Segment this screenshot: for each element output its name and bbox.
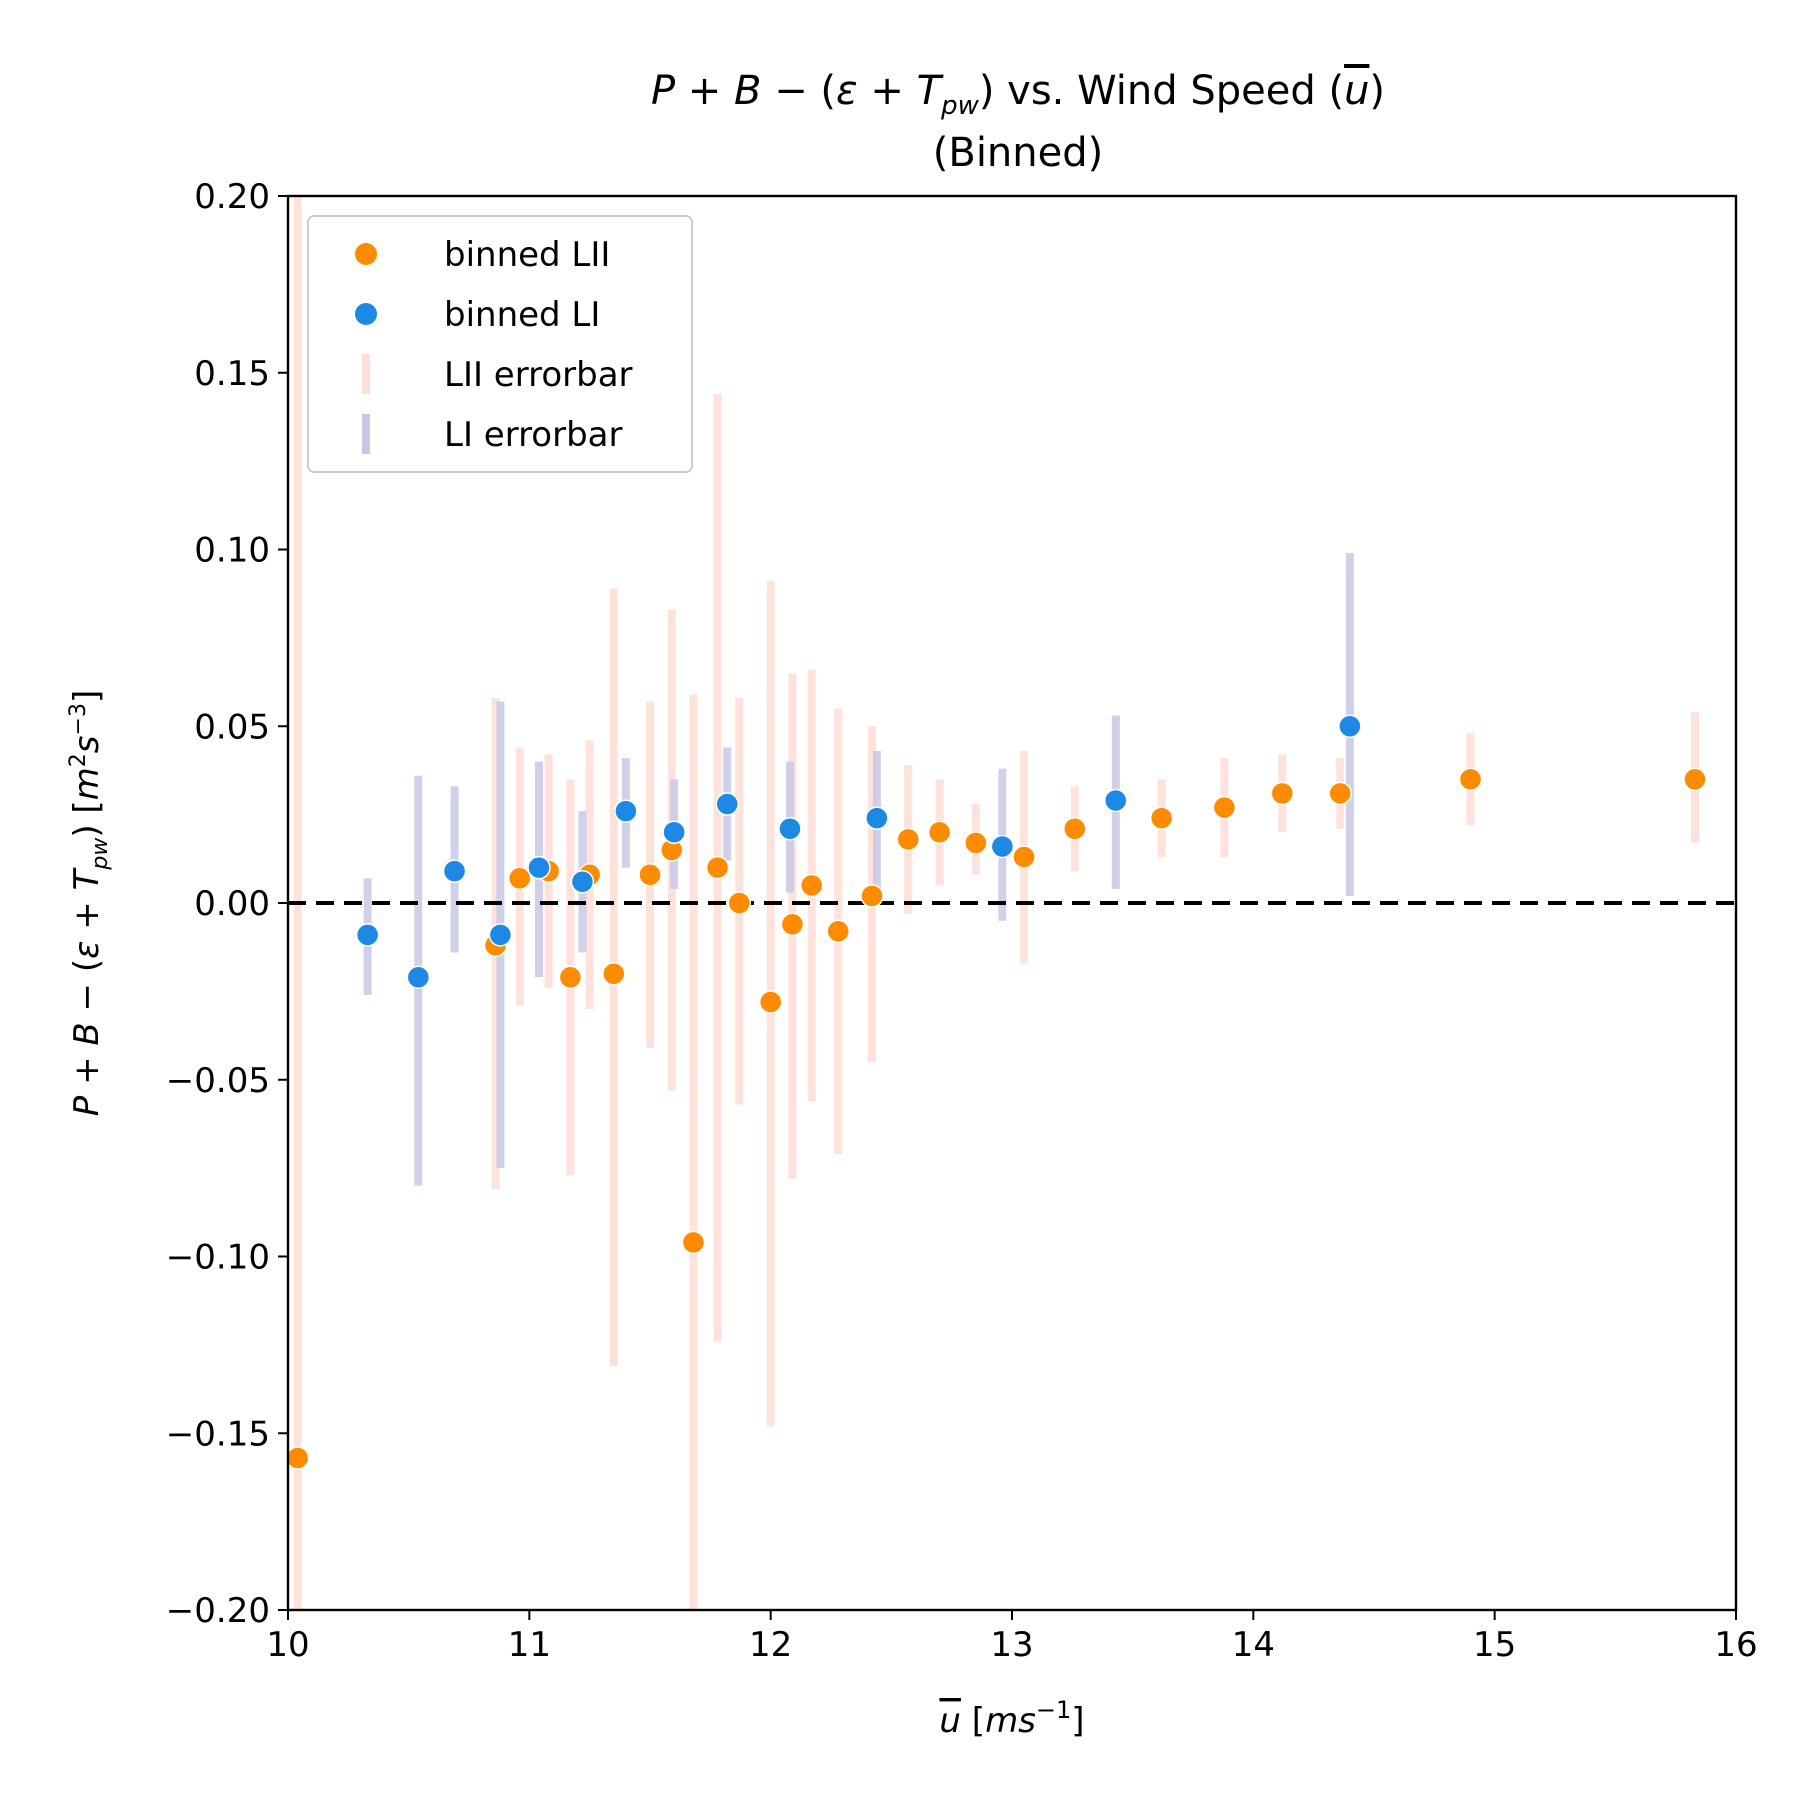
lii-errorbar-9: [689, 694, 698, 1610]
li-point-8: [715, 792, 739, 816]
lii-point-27: [1683, 767, 1707, 792]
y-tick-label: −0.20: [166, 1591, 270, 1631]
lii-point-10: [705, 855, 730, 880]
chart-title-main: P + B − (ε + Tpw) vs. Wind Speed (u): [651, 68, 1385, 121]
x-tick-label: 10: [266, 1625, 309, 1665]
li-point-11: [990, 834, 1015, 859]
li-point-3: [488, 923, 513, 947]
legend: binned LII binned LI LII errorbar LI err…: [307, 215, 693, 473]
lii-point-13: [780, 912, 805, 936]
lii-point-0: [285, 1446, 310, 1470]
li-point-9: [778, 817, 802, 841]
lii-point-19: [964, 831, 988, 855]
x-tick-label: 11: [508, 1625, 551, 1665]
li-point-12: [1104, 788, 1128, 813]
lii-point-18: [927, 820, 952, 845]
x-tick-label: 15: [1473, 1625, 1516, 1665]
legend-box: [307, 215, 693, 473]
lii-point-2: [507, 866, 532, 891]
li-point-5: [570, 870, 595, 894]
y-tick-label: 0.00: [194, 884, 270, 924]
legend-marker-binned-li: [355, 303, 377, 325]
lii-point-12: [758, 990, 783, 1014]
lii-point-21: [1062, 817, 1087, 841]
li-point-2: [442, 859, 467, 883]
legend-label-lii-errorbar: LII errorbar: [444, 355, 633, 395]
li-point-4: [527, 855, 551, 880]
lii-point-23: [1212, 795, 1237, 820]
y-tick-label: −0.05: [166, 1061, 270, 1101]
lii-point-7: [638, 862, 662, 887]
lii-point-26: [1458, 767, 1483, 792]
x-tick-label: 13: [990, 1625, 1033, 1665]
lii-point-4: [558, 965, 583, 989]
chart-subtitle: (Binned): [933, 130, 1103, 176]
lii-point-15: [826, 919, 850, 944]
li-points: [355, 714, 1362, 989]
legend-marker-li-errorbar: [362, 414, 370, 454]
y-axis-ticks: −0.20 −0.15 −0.10 −0.05 0.00 0.05 0.10 0.15 0.20: [166, 177, 288, 1631]
x-axis-label: u [ms−1]: [939, 1696, 1084, 1741]
lii-point-20: [1012, 845, 1036, 869]
chart-title: P + B − (ε + Tpw) vs. Wind Speed (u) (Bi…: [651, 68, 1385, 176]
y-tick-label: 0.05: [194, 707, 270, 747]
li-point-7: [662, 820, 686, 845]
lii-point-6: [602, 961, 626, 986]
li-point-0: [355, 923, 380, 947]
legend-label-binned-lii: binned LII: [444, 235, 610, 275]
x-axis-ticks: 10 11 12 13 14 15 16: [266, 1610, 1758, 1665]
lii-point-11: [727, 891, 752, 915]
lii-point-16: [860, 884, 884, 908]
lii-point-17: [896, 827, 920, 852]
lii-points: [285, 767, 1707, 1470]
x-tick-label: 16: [1714, 1625, 1757, 1665]
legend-label-li-errorbar: LI errorbar: [444, 415, 623, 455]
y-tick-label: 0.15: [194, 354, 270, 394]
y-axis-label: P + B − (ε + Tpw) [m2s−3]: [66, 690, 113, 1116]
legend-marker-binned-lii: [355, 243, 377, 265]
lii-point-22: [1149, 806, 1174, 830]
y-tick-label: 0.10: [194, 531, 270, 571]
legend-label-binned-li: binned LI: [444, 295, 600, 335]
legend-marker-lii-errorbar: [362, 354, 370, 394]
y-tick-label: 0.20: [194, 177, 270, 217]
x-tick-label: 14: [1232, 1625, 1275, 1665]
y-tick-label: −0.10: [166, 1238, 270, 1278]
lii-point-14: [799, 873, 824, 898]
li-point-1: [406, 965, 431, 989]
lii-point-25: [1328, 781, 1352, 806]
x-tick-label: 12: [749, 1625, 792, 1665]
li-point-6: [614, 799, 638, 823]
li-point-10: [865, 806, 889, 830]
lii-point-9: [681, 1230, 706, 1255]
li-point-13: [1338, 714, 1362, 738]
y-tick-label: −0.15: [166, 1414, 270, 1454]
lii-point-24: [1270, 781, 1295, 806]
